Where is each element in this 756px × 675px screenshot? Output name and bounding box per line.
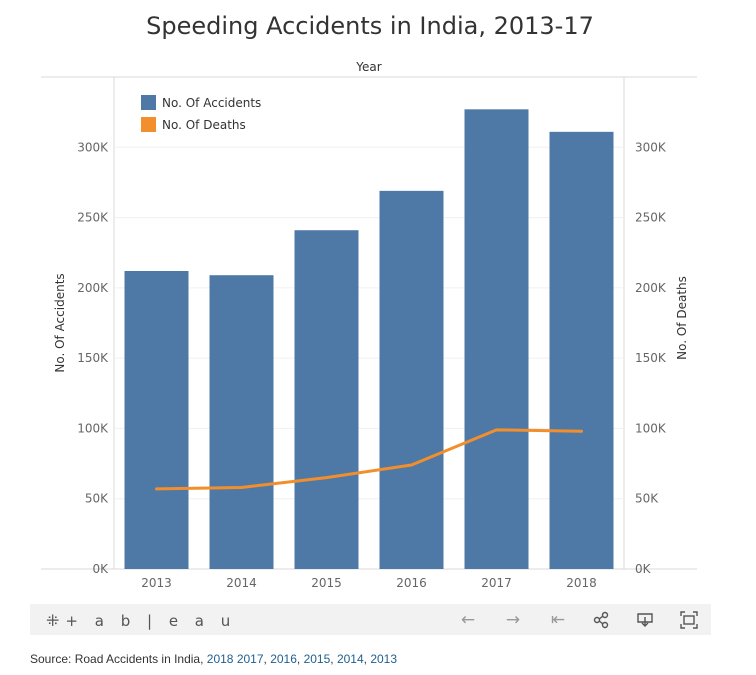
source-link[interactable]: 2017 [236,652,264,666]
y2-tick-label: 100K [635,421,667,435]
source-link[interactable]: 2015 [303,652,331,666]
y-tick-label: 200K [77,281,109,295]
deaths-point [410,463,413,467]
y-tick-label: 100K [77,421,109,435]
x-axis-title: Year [355,60,381,74]
bar [464,109,529,570]
x-tick-label: 2015 [311,576,342,590]
revert-icon[interactable]: ⇤ [550,610,566,630]
y2-axis-title: No. Of Deaths [675,276,689,360]
redo-icon[interactable]: → [505,610,521,630]
tableau-toolbar: ⁜ + a b | e a u ← → ⇤ [30,604,711,635]
x-tick-label: 2018 [566,576,597,590]
legend-swatch-accidents [141,95,156,110]
source-link[interactable]: 2014 [336,652,364,666]
y-tick-label: 150K [77,351,109,365]
legend-label-deaths: No. Of Deaths [162,118,246,132]
share-icon[interactable] [588,608,614,632]
deaths-point [155,487,158,491]
source-link[interactable]: 2018 [206,652,234,666]
bar [379,190,444,569]
y-axis-title: No. Of Accidents [53,273,67,372]
y2-tick-label: 150K [635,351,667,365]
undo-icon[interactable]: ← [460,610,476,630]
deaths-point [495,428,498,432]
x-tick-label: 2017 [481,576,512,590]
download-icon[interactable] [632,608,658,632]
bar [294,230,359,570]
deaths-point [240,485,243,489]
y2-tick-label: 50K [635,492,659,506]
x-tick-label: 2016 [396,576,427,590]
source-link[interactable]: 2016 [270,652,297,666]
fullscreen-icon[interactable] [676,608,702,632]
y-tick-label: 250K [77,211,109,225]
y2-tick-label: 0K [635,562,652,576]
y2-tick-label: 300K [635,140,667,154]
y2-tick-label: 250K [635,211,667,225]
chart: 0K 0K 50K 50K 100K 100K 150K 150K 200K 200K 250K 25… [41,60,697,590]
source-link[interactable]: 2013 [370,652,398,666]
y-tick-label: 50K [85,492,109,506]
bar [209,275,274,569]
y2-tick-label: 200K [635,281,667,295]
deaths-point [580,429,583,433]
chart-title: Speeding Accidents in India, 2013-17 [146,12,594,40]
bar [549,131,614,569]
source-note: Source: Road Accidents in India, 2018 20… [30,652,398,666]
deaths-line [156,428,582,491]
y-tick-label: 0K [92,562,109,576]
bar [124,270,189,569]
x-tick-label: 2013 [141,576,172,590]
source-prefix: Source: Road Accidents in India, [30,652,207,666]
tableau-logo[interactable]: ⁜ + a b | e a u [46,611,237,630]
deaths-point [325,476,328,480]
x-tick-label: 2014 [226,576,257,590]
legend-label-accidents: No. Of Accidents [162,96,261,110]
y-tick-label: 300K [77,140,109,154]
legend-swatch-deaths [141,117,156,132]
